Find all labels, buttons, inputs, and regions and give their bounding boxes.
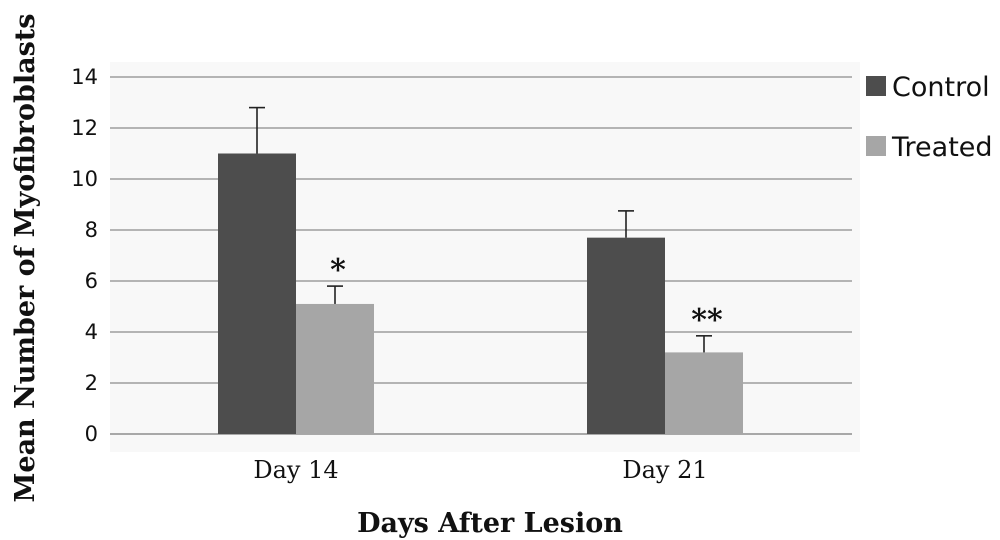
y-tick-label: 10 (71, 167, 98, 191)
y-tick-label: 14 (71, 65, 98, 89)
x-axis-title: Days After Lesion (357, 508, 623, 539)
significance-annotations: *** (330, 253, 723, 338)
bars (218, 153, 743, 434)
bar-control-day-14 (218, 153, 296, 434)
y-axis-ticks: 0 2 4 6 8 10 12 14 (71, 65, 98, 446)
x-category-label: Day 21 (622, 456, 707, 484)
bar-treated-day-14 (296, 303, 374, 434)
x-axis-categories: Day 14 Day 21 (253, 456, 707, 484)
y-tick-label: 8 (85, 218, 98, 242)
legend: Control Treated (866, 72, 993, 163)
y-tick-label: 2 (85, 371, 98, 395)
y-tick-label: 12 (71, 116, 98, 140)
significance-marker: ** (691, 303, 723, 338)
legend-label-treated: Treated (891, 132, 993, 163)
error-bars (249, 106, 712, 353)
y-axis-title: Mean Number of Myofibroblasts (10, 13, 41, 502)
legend-label-control: Control (892, 72, 990, 103)
x-category-label: Day 14 (253, 456, 338, 484)
legend-swatch-treated (866, 136, 886, 156)
y-tick-label: 4 (85, 320, 98, 344)
legend-swatch-control (866, 76, 886, 96)
significance-marker: * (330, 253, 346, 288)
bar-treated-day-21 (665, 352, 743, 434)
bar-control-day-21 (587, 237, 665, 434)
y-tick-label: 6 (85, 269, 98, 293)
y-tick-label: 0 (85, 422, 98, 446)
